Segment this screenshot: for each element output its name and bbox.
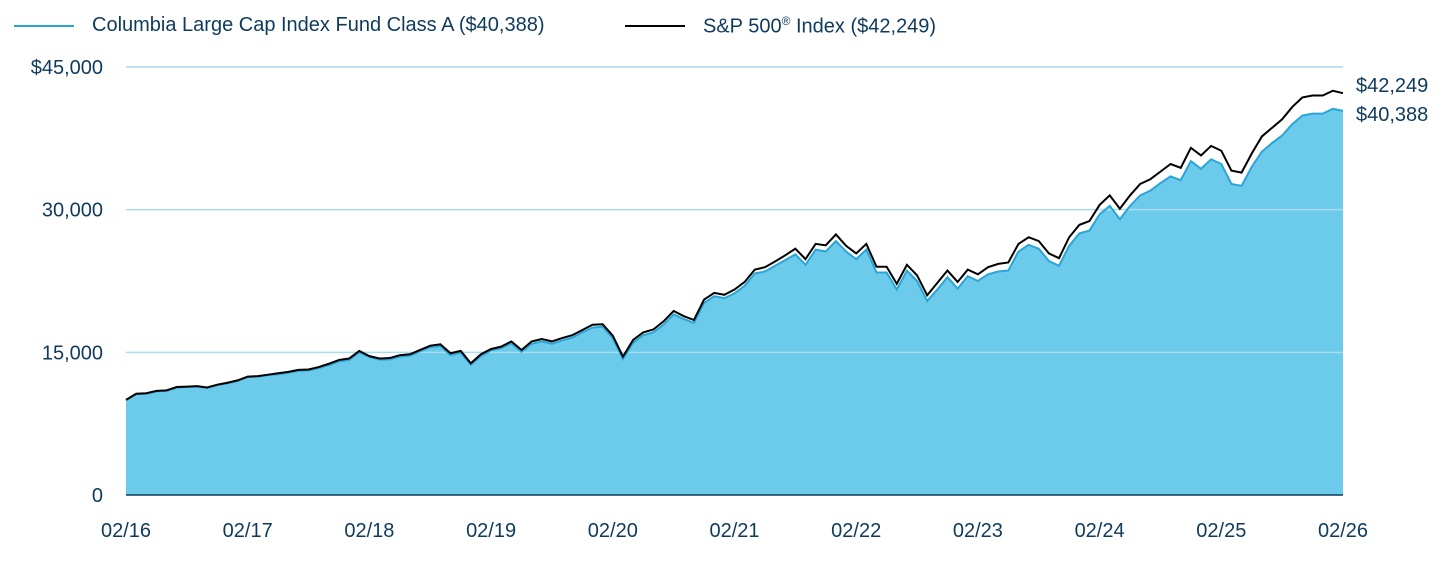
legend-item-index: S&P 500® Index ($42,249) — [625, 14, 936, 39]
x-tick-label: 02/26 — [1318, 520, 1368, 542]
fund-area — [126, 108, 1343, 495]
x-tick-label: 02/21 — [709, 520, 759, 542]
index-end-label: $42,249 — [1356, 75, 1428, 97]
x-tick-label: 02/17 — [223, 520, 273, 542]
y-tick-label: 30,000 — [42, 200, 103, 222]
index-line — [125, 89, 1344, 401]
x-tick-label: 02/16 — [101, 520, 151, 542]
legend-item-fund: Columbia Large Cap Index Fund Class A ($… — [14, 14, 545, 37]
x-tick-label: 02/22 — [831, 520, 881, 542]
legend-swatch-fund — [14, 24, 74, 27]
legend-label-fund: Columbia Large Cap Index Fund Class A ($… — [92, 14, 545, 36]
legend-swatch-index — [625, 25, 685, 28]
y-tick-label: 15,000 — [42, 342, 103, 364]
y-tick-label: $45,000 — [31, 57, 103, 79]
x-tick-label: 02/24 — [1075, 520, 1125, 542]
x-tick-label: 02/19 — [466, 520, 516, 542]
y-tick-label: 0 — [92, 485, 103, 507]
fund-end-label: $40,388 — [1356, 104, 1428, 126]
x-tick-label: 02/20 — [588, 520, 638, 542]
x-tick-label: 02/18 — [344, 520, 394, 542]
fund-line — [125, 107, 1344, 401]
x-tick-label: 02/23 — [953, 520, 1003, 542]
legend: Columbia Large Cap Index Fund Class A ($… — [0, 14, 1452, 44]
legend-label-index: S&P 500® Index ($42,249) — [703, 14, 937, 38]
x-tick-label: 02/25 — [1196, 520, 1246, 542]
